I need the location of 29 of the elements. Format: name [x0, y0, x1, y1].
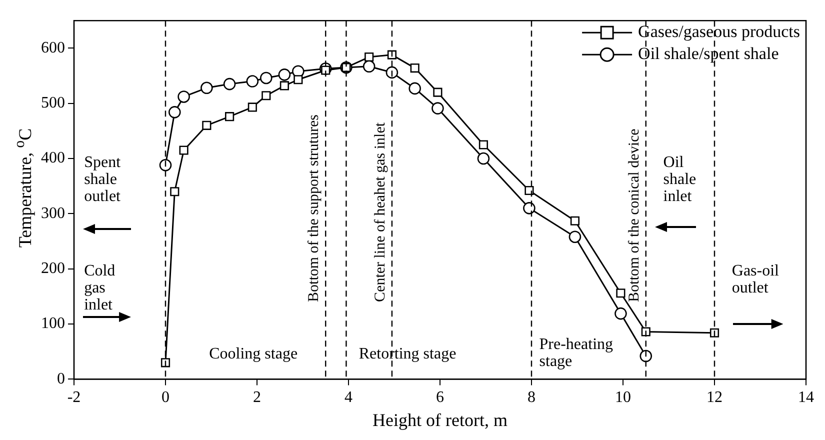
annotation: Cold gas inlet	[84, 262, 116, 314]
annotation: Spent shale outlet	[84, 154, 122, 205]
y-tick-label: 300	[41, 204, 65, 222]
annotation: Cooling stage	[209, 345, 298, 362]
x-tick-label: 8	[528, 389, 536, 406]
ref-line-label: Center line of heahet gas inlet	[372, 122, 388, 302]
x-tick-label: 10	[615, 389, 631, 406]
y-tick-label: 200	[41, 260, 65, 278]
ref-line-label: Bottom of the conical device	[626, 128, 642, 302]
annotation: Gas-oil outlet	[732, 262, 780, 297]
x-tick-label: 4	[344, 389, 352, 406]
x-axis-title: Height of retort, m	[372, 410, 508, 430]
annotation: Retorting stage	[358, 345, 456, 362]
y-tick-label: 100	[41, 315, 65, 332]
x-tick-label: -2	[67, 389, 81, 406]
x-tick-label: 12	[706, 389, 722, 406]
x-tick-label: 0	[162, 389, 170, 406]
x-tick-label: 6	[436, 389, 444, 406]
y-tick-label: 0	[57, 370, 65, 388]
legend-label: Oil shale/spent shale	[638, 44, 779, 64]
x-tick-label: 14	[798, 389, 814, 406]
y-tick-label: 500	[41, 94, 65, 112]
x-tick-label: 2	[253, 389, 261, 406]
annotation: Oil shale inlet	[663, 154, 696, 205]
annotation: Pre-heating stage	[539, 336, 614, 370]
y-tick-label: 600	[41, 39, 65, 56]
legend-label: Gases/gaseous products	[638, 22, 800, 42]
ref-line-label: Bottom of the support strutures	[306, 114, 322, 302]
y-tick-label: 400	[41, 150, 65, 167]
